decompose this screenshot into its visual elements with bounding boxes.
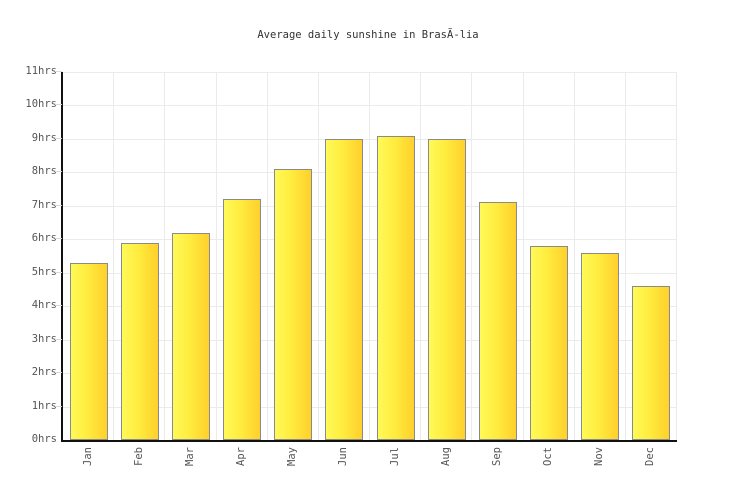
bar-aug: [427, 138, 466, 440]
gridline-h: [63, 239, 677, 241]
y-axis-label: 4hrs: [31, 299, 57, 312]
x-axis-label-sep: Sep: [490, 447, 503, 466]
y-axis-label: 2hrs: [31, 366, 57, 379]
bar-mar: [171, 232, 210, 440]
y-tick-mark: [55, 305, 62, 307]
y-axis-label: 9hrs: [31, 131, 57, 144]
x-axis-label-oct: Oct: [542, 447, 555, 466]
x-axis-label-nov: Nov: [593, 447, 606, 466]
y-axis-label: 8hrs: [31, 165, 57, 178]
gridline-h: [63, 105, 677, 107]
y-axis-label: 3hrs: [31, 332, 57, 345]
x-axis-label-apr: Apr: [235, 447, 248, 466]
x-axis-label-jun: Jun: [337, 447, 350, 466]
gridline-v: [522, 72, 524, 440]
gridline-v: [113, 72, 115, 440]
bar-dec: [632, 286, 671, 440]
gridline-h: [63, 373, 677, 375]
bar-jan: [69, 262, 108, 440]
gridline-v: [676, 72, 677, 440]
y-tick-mark: [55, 71, 62, 72]
y-tick-mark: [55, 405, 62, 407]
x-axis-label-dec: Dec: [644, 447, 657, 466]
gridline-v: [624, 72, 626, 440]
gridline-h: [63, 138, 677, 140]
gridline-h: [63, 406, 677, 408]
y-tick-mark: [55, 338, 62, 340]
y-axis-label: 5hrs: [31, 265, 57, 278]
gridline-v: [215, 72, 217, 440]
y-tick-mark: [55, 372, 62, 374]
y-tick-mark: [55, 137, 62, 139]
bar-sep: [478, 202, 517, 440]
plot-area: [61, 72, 677, 442]
y-tick-mark: [55, 204, 62, 206]
chart-title: Average daily sunshine in BrasÃ-lia: [257, 29, 479, 41]
x-axis-label-feb: Feb: [132, 447, 145, 466]
gridline-v: [317, 72, 319, 440]
gridline-v: [573, 72, 575, 440]
x-axis-label-aug: Aug: [439, 447, 452, 466]
gridline-v: [266, 72, 268, 440]
gridline-h: [63, 205, 677, 207]
gridline-v: [420, 72, 422, 440]
bar-nov: [581, 252, 620, 440]
bar-oct: [530, 245, 569, 440]
bar-apr: [223, 199, 262, 440]
y-axis-label: 10hrs: [25, 98, 57, 111]
y-axis-label: 0hrs: [31, 433, 57, 445]
bar-feb: [120, 242, 159, 440]
gridline-v: [471, 72, 473, 440]
y-tick-mark: [55, 271, 62, 273]
y-tick-mark: [55, 238, 62, 240]
gridline-h: [63, 172, 677, 174]
x-axis-label-jul: Jul: [388, 447, 401, 466]
bar-may: [274, 169, 313, 440]
x-axis-label-may: May: [286, 447, 299, 466]
y-axis-label: 11hrs: [25, 65, 57, 77]
gridline-h: [63, 72, 677, 73]
gridline-h: [63, 306, 677, 308]
x-axis-label-mar: Mar: [183, 447, 196, 466]
bar-jun: [325, 138, 364, 440]
gridline-v: [369, 72, 370, 440]
y-axis-label: 7hrs: [31, 198, 57, 211]
gridline-h: [63, 272, 677, 274]
y-axis-label: 1hrs: [31, 399, 57, 412]
gridline-v: [164, 72, 166, 440]
bar-jul: [376, 135, 415, 440]
gridline-h: [63, 339, 677, 341]
y-axis-label: 6hrs: [31, 232, 57, 245]
y-tick-mark: [55, 171, 62, 173]
x-axis-label-jan: Jan: [81, 447, 94, 466]
y-tick-mark: [55, 104, 62, 106]
